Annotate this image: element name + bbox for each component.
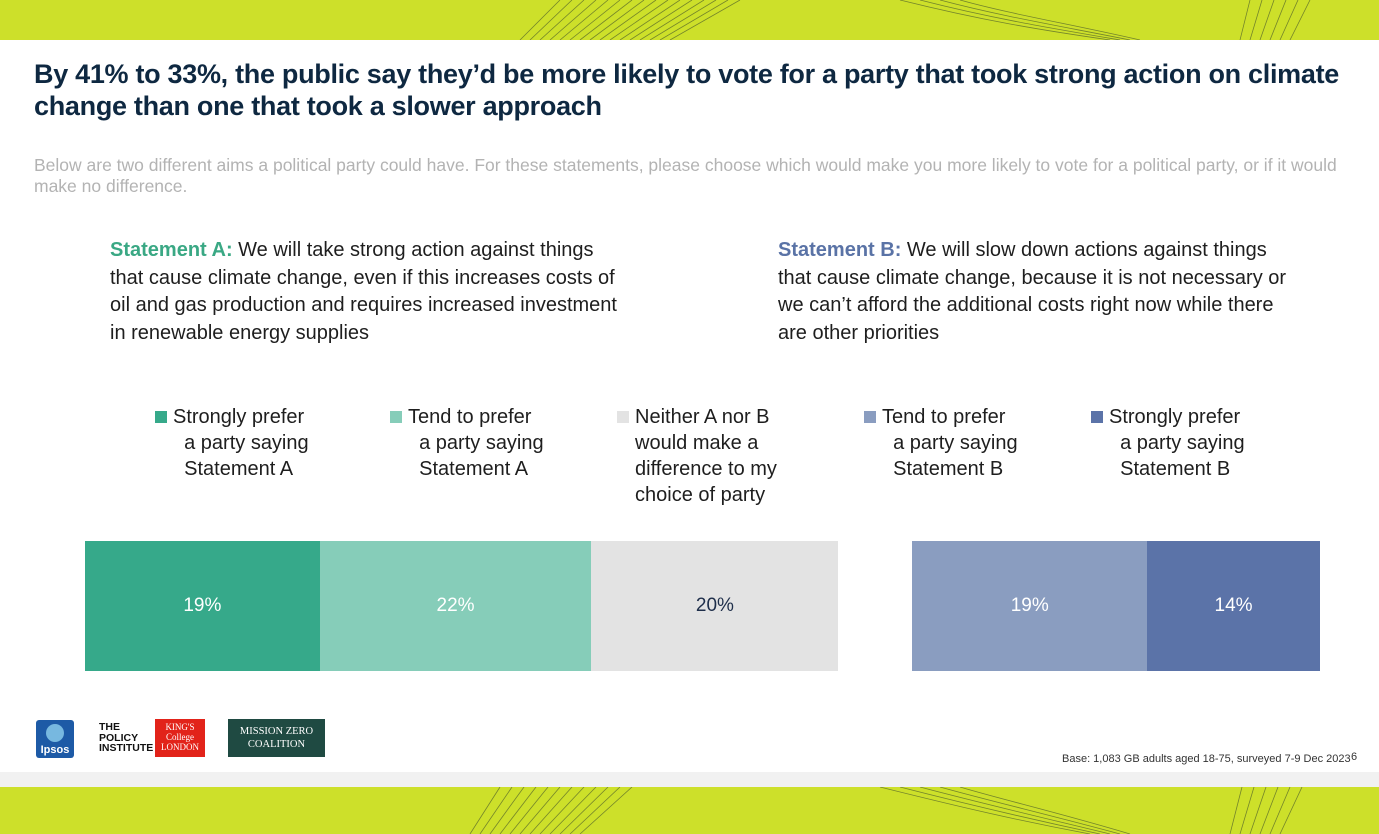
- legend-label: Neither A nor B would make a difference …: [635, 406, 777, 506]
- legend-label: Tend to prefer a party saying Statement …: [882, 406, 1018, 480]
- mission-zero-logo: MISSION ZERO COALITION: [228, 719, 325, 757]
- legend-swatch: [617, 411, 629, 423]
- ipsos-logo-text: Ipsos: [40, 744, 70, 756]
- ipsos-logo: Ipsos: [36, 720, 74, 758]
- legend-swatch: [155, 411, 167, 423]
- statement-a-text: We will take strong action against thing…: [110, 239, 617, 344]
- bottom-decor-band: [0, 787, 1379, 834]
- statement-b: Statement B: We will slow down actions a…: [778, 237, 1288, 347]
- legend-label: Strongly prefer a party saying Statement…: [1109, 406, 1245, 480]
- legend-swatch: [390, 411, 402, 423]
- bar-neither: 20%: [591, 541, 839, 671]
- statement-a: Statement A: We will take strong action …: [110, 237, 630, 347]
- kings-college-logo: KING'S College LONDON: [155, 719, 205, 757]
- wave-lines-decor: [469, 787, 1303, 834]
- bar-strongly-b: 14%: [1147, 541, 1320, 671]
- bar-value-label: 14%: [1214, 595, 1253, 616]
- statement-b-text: We will slow down actions against things…: [778, 239, 1287, 344]
- page-number: 6: [1351, 751, 1358, 763]
- top-decor-band: [0, 0, 1379, 40]
- bar-value-label: 19%: [1010, 595, 1049, 616]
- legend-swatch: [864, 411, 876, 423]
- statement-b-label: Statement B:: [778, 239, 902, 261]
- wave-lines-decor: [519, 0, 1311, 40]
- bar-strongly-a: 19%: [85, 541, 320, 671]
- footer-strip: [0, 772, 1379, 787]
- page-title: By 41% to 33%, the public say they’d be …: [34, 59, 1340, 121]
- statement-a-label: Statement A:: [110, 239, 233, 261]
- base-note: Base: 1,083 GB adults aged 18-75, survey…: [1062, 753, 1351, 765]
- legend-swatch: [1091, 411, 1103, 423]
- legend-label: Strongly prefer a party saying Statement…: [173, 406, 309, 480]
- bar-tend-a: 22%: [319, 541, 592, 671]
- policy-institute-logo: THE POLICY INSTITUTE: [99, 721, 154, 754]
- question-text: Below are two different aims a political…: [34, 155, 1337, 196]
- bar-tend-b: 19%: [912, 541, 1148, 671]
- legend-label: Tend to prefer a party saying Statement …: [408, 406, 544, 480]
- bar-value-label: 22%: [436, 595, 475, 616]
- bar-value-label: 19%: [183, 595, 222, 616]
- ipsos-logo-mark: [46, 724, 64, 742]
- bar-value-label: 20%: [695, 595, 734, 616]
